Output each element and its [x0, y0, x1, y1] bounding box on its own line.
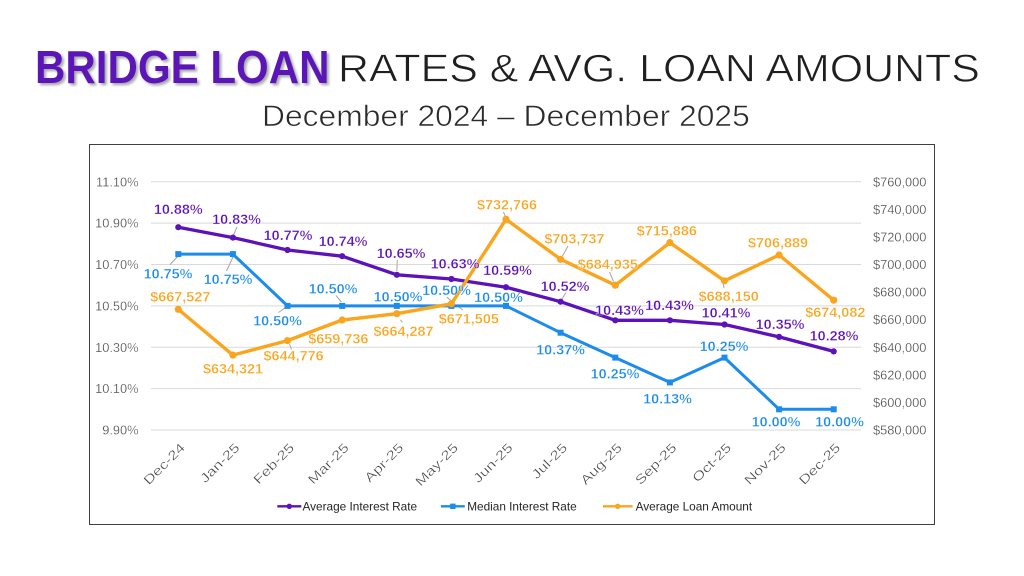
svg-text:10.63%: 10.63%: [431, 257, 480, 273]
svg-text:10.28%: 10.28%: [810, 329, 859, 345]
svg-text:$720,000: $720,000: [873, 230, 926, 245]
svg-text:10.50%: 10.50%: [374, 290, 423, 306]
svg-text:10.70%: 10.70%: [95, 257, 138, 272]
svg-text:$664,287: $664,287: [373, 324, 433, 340]
svg-text:$660,000: $660,000: [873, 312, 926, 327]
svg-text:10.10%: 10.10%: [95, 381, 138, 396]
svg-text:$580,000: $580,000: [873, 423, 926, 438]
svg-text:10.50%: 10.50%: [422, 283, 471, 299]
svg-text:10.50%: 10.50%: [309, 282, 358, 298]
svg-text:10.50%: 10.50%: [474, 290, 523, 306]
svg-text:Average Loan Amount: Average Loan Amount: [636, 500, 753, 514]
svg-text:10.00%: 10.00%: [752, 415, 801, 431]
svg-text:10.88%: 10.88%: [154, 202, 203, 218]
svg-text:11.10%: 11.10%: [96, 174, 138, 189]
svg-text:$600,000: $600,000: [873, 395, 926, 410]
svg-text:$688,150: $688,150: [699, 289, 759, 305]
svg-text:10.90%: 10.90%: [95, 216, 138, 231]
svg-text:$706,889: $706,889: [748, 236, 808, 252]
svg-text:$684,935: $684,935: [578, 257, 638, 273]
svg-text:$740,000: $740,000: [873, 202, 926, 217]
svg-text:10.77%: 10.77%: [264, 228, 313, 244]
svg-text:10.52%: 10.52%: [541, 279, 590, 295]
svg-text:$715,886: $715,886: [637, 224, 697, 240]
svg-text:$634,321: $634,321: [203, 361, 263, 377]
svg-text:10.75%: 10.75%: [204, 272, 253, 288]
svg-text:10.75%: 10.75%: [144, 267, 193, 283]
svg-text:Average Interest Rate: Average Interest Rate: [303, 500, 418, 514]
svg-text:$680,000: $680,000: [873, 285, 926, 300]
svg-text:December 2024 – December 2025: December 2024 – December 2025: [262, 99, 750, 133]
svg-text:9.90%: 9.90%: [102, 423, 138, 438]
svg-text:$671,505: $671,505: [439, 312, 499, 328]
svg-text:Median Interest Rate: Median Interest Rate: [467, 500, 577, 514]
svg-text:10.41%: 10.41%: [702, 306, 751, 322]
svg-text:10.50%: 10.50%: [253, 314, 302, 330]
svg-text:$640,000: $640,000: [873, 340, 926, 355]
svg-text:10.25%: 10.25%: [591, 367, 640, 383]
svg-text:$674,082: $674,082: [805, 305, 865, 321]
svg-text:$644,776: $644,776: [264, 349, 324, 365]
svg-text:10.65%: 10.65%: [377, 246, 426, 262]
svg-text:RATES & AVG. LOAN AMOUNTS: RATES & AVG. LOAN AMOUNTS: [338, 46, 980, 90]
svg-text:$732,766: $732,766: [477, 198, 537, 214]
svg-text:10.35%: 10.35%: [756, 317, 805, 333]
svg-text:$667,527: $667,527: [150, 290, 210, 306]
svg-text:10.25%: 10.25%: [700, 339, 749, 355]
svg-text:$760,000: $760,000: [873, 174, 926, 189]
svg-text:10.83%: 10.83%: [212, 212, 261, 228]
svg-text:10.74%: 10.74%: [319, 234, 368, 250]
svg-text:10.50%: 10.50%: [95, 299, 138, 314]
svg-text:10.30%: 10.30%: [95, 340, 138, 355]
svg-text:$659,736: $659,736: [308, 332, 368, 348]
svg-text:10.43%: 10.43%: [595, 303, 644, 319]
svg-text:10.00%: 10.00%: [815, 415, 864, 431]
svg-text:10.43%: 10.43%: [645, 298, 694, 314]
svg-text:10.59%: 10.59%: [483, 263, 532, 279]
svg-text:BRIDGE LOAN: BRIDGE LOAN: [35, 42, 330, 93]
svg-text:$620,000: $620,000: [873, 367, 926, 382]
svg-text:$703,737: $703,737: [544, 231, 604, 247]
svg-text:10.37%: 10.37%: [536, 343, 585, 359]
svg-text:$700,000: $700,000: [873, 257, 926, 272]
svg-text:10.13%: 10.13%: [643, 392, 692, 408]
